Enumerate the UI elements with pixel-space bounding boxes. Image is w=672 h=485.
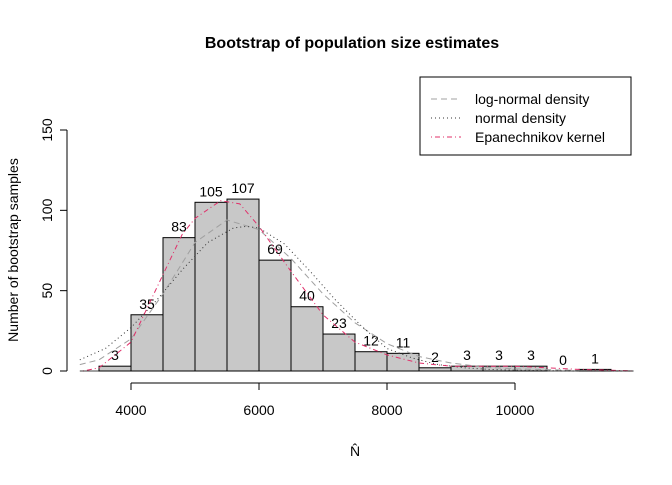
bar-count-label: 83 <box>171 219 187 235</box>
bar-count-label: 0 <box>559 352 567 368</box>
histogram-bar <box>226 198 260 372</box>
bar-count-label: 23 <box>331 315 347 331</box>
histogram-bar <box>418 367 452 372</box>
bar-count-label: 3 <box>527 347 535 363</box>
histogram-bar <box>130 314 164 372</box>
legend-entry-label: Epanechnikov kernel <box>475 129 605 145</box>
bar-count-label: 107 <box>231 180 255 196</box>
bar-count-label: 3 <box>463 347 471 363</box>
x-axis-label: N̂ <box>350 443 360 459</box>
chart-title: Bootstrap of population size estimates <box>205 35 499 52</box>
bar-count-label: 12 <box>363 333 379 349</box>
y-tick-label: 0 <box>39 367 55 375</box>
bar-count-label: 3 <box>495 347 503 363</box>
bar-count-label: 35 <box>139 296 155 312</box>
y-tick-label: 150 <box>39 118 55 142</box>
histogram-bar <box>194 201 228 372</box>
x-tick-label: 6000 <box>243 402 274 418</box>
x-tick-label: 10000 <box>496 402 535 418</box>
bar-count-label: 40 <box>299 288 315 304</box>
density-curve <box>79 219 634 372</box>
histogram-bar <box>354 351 388 372</box>
bar-count-label: 1 <box>591 350 599 366</box>
x-tick-label: 8000 <box>371 402 402 418</box>
bar-count-label: 11 <box>396 334 411 350</box>
histogram-bar <box>258 259 292 372</box>
bar-count-label: 2 <box>431 349 439 365</box>
x-tick-label: 4000 <box>115 402 146 418</box>
legend-entry-label: log-normal density <box>475 91 589 107</box>
legend-entry-label: normal density <box>475 110 566 126</box>
y-tick-label: 50 <box>39 283 55 299</box>
y-tick-label: 100 <box>39 198 55 222</box>
y-axis-label: Number of bootstrap samples <box>5 158 21 342</box>
histogram-bar <box>386 352 420 372</box>
histogram-bar <box>290 306 324 372</box>
histogram-bar <box>322 333 356 372</box>
histogram-bar <box>98 365 132 372</box>
bar-count-label: 105 <box>199 183 223 199</box>
legend: log-normal density normal density Epanechn… <box>419 76 632 156</box>
histogram-bar <box>162 237 196 372</box>
